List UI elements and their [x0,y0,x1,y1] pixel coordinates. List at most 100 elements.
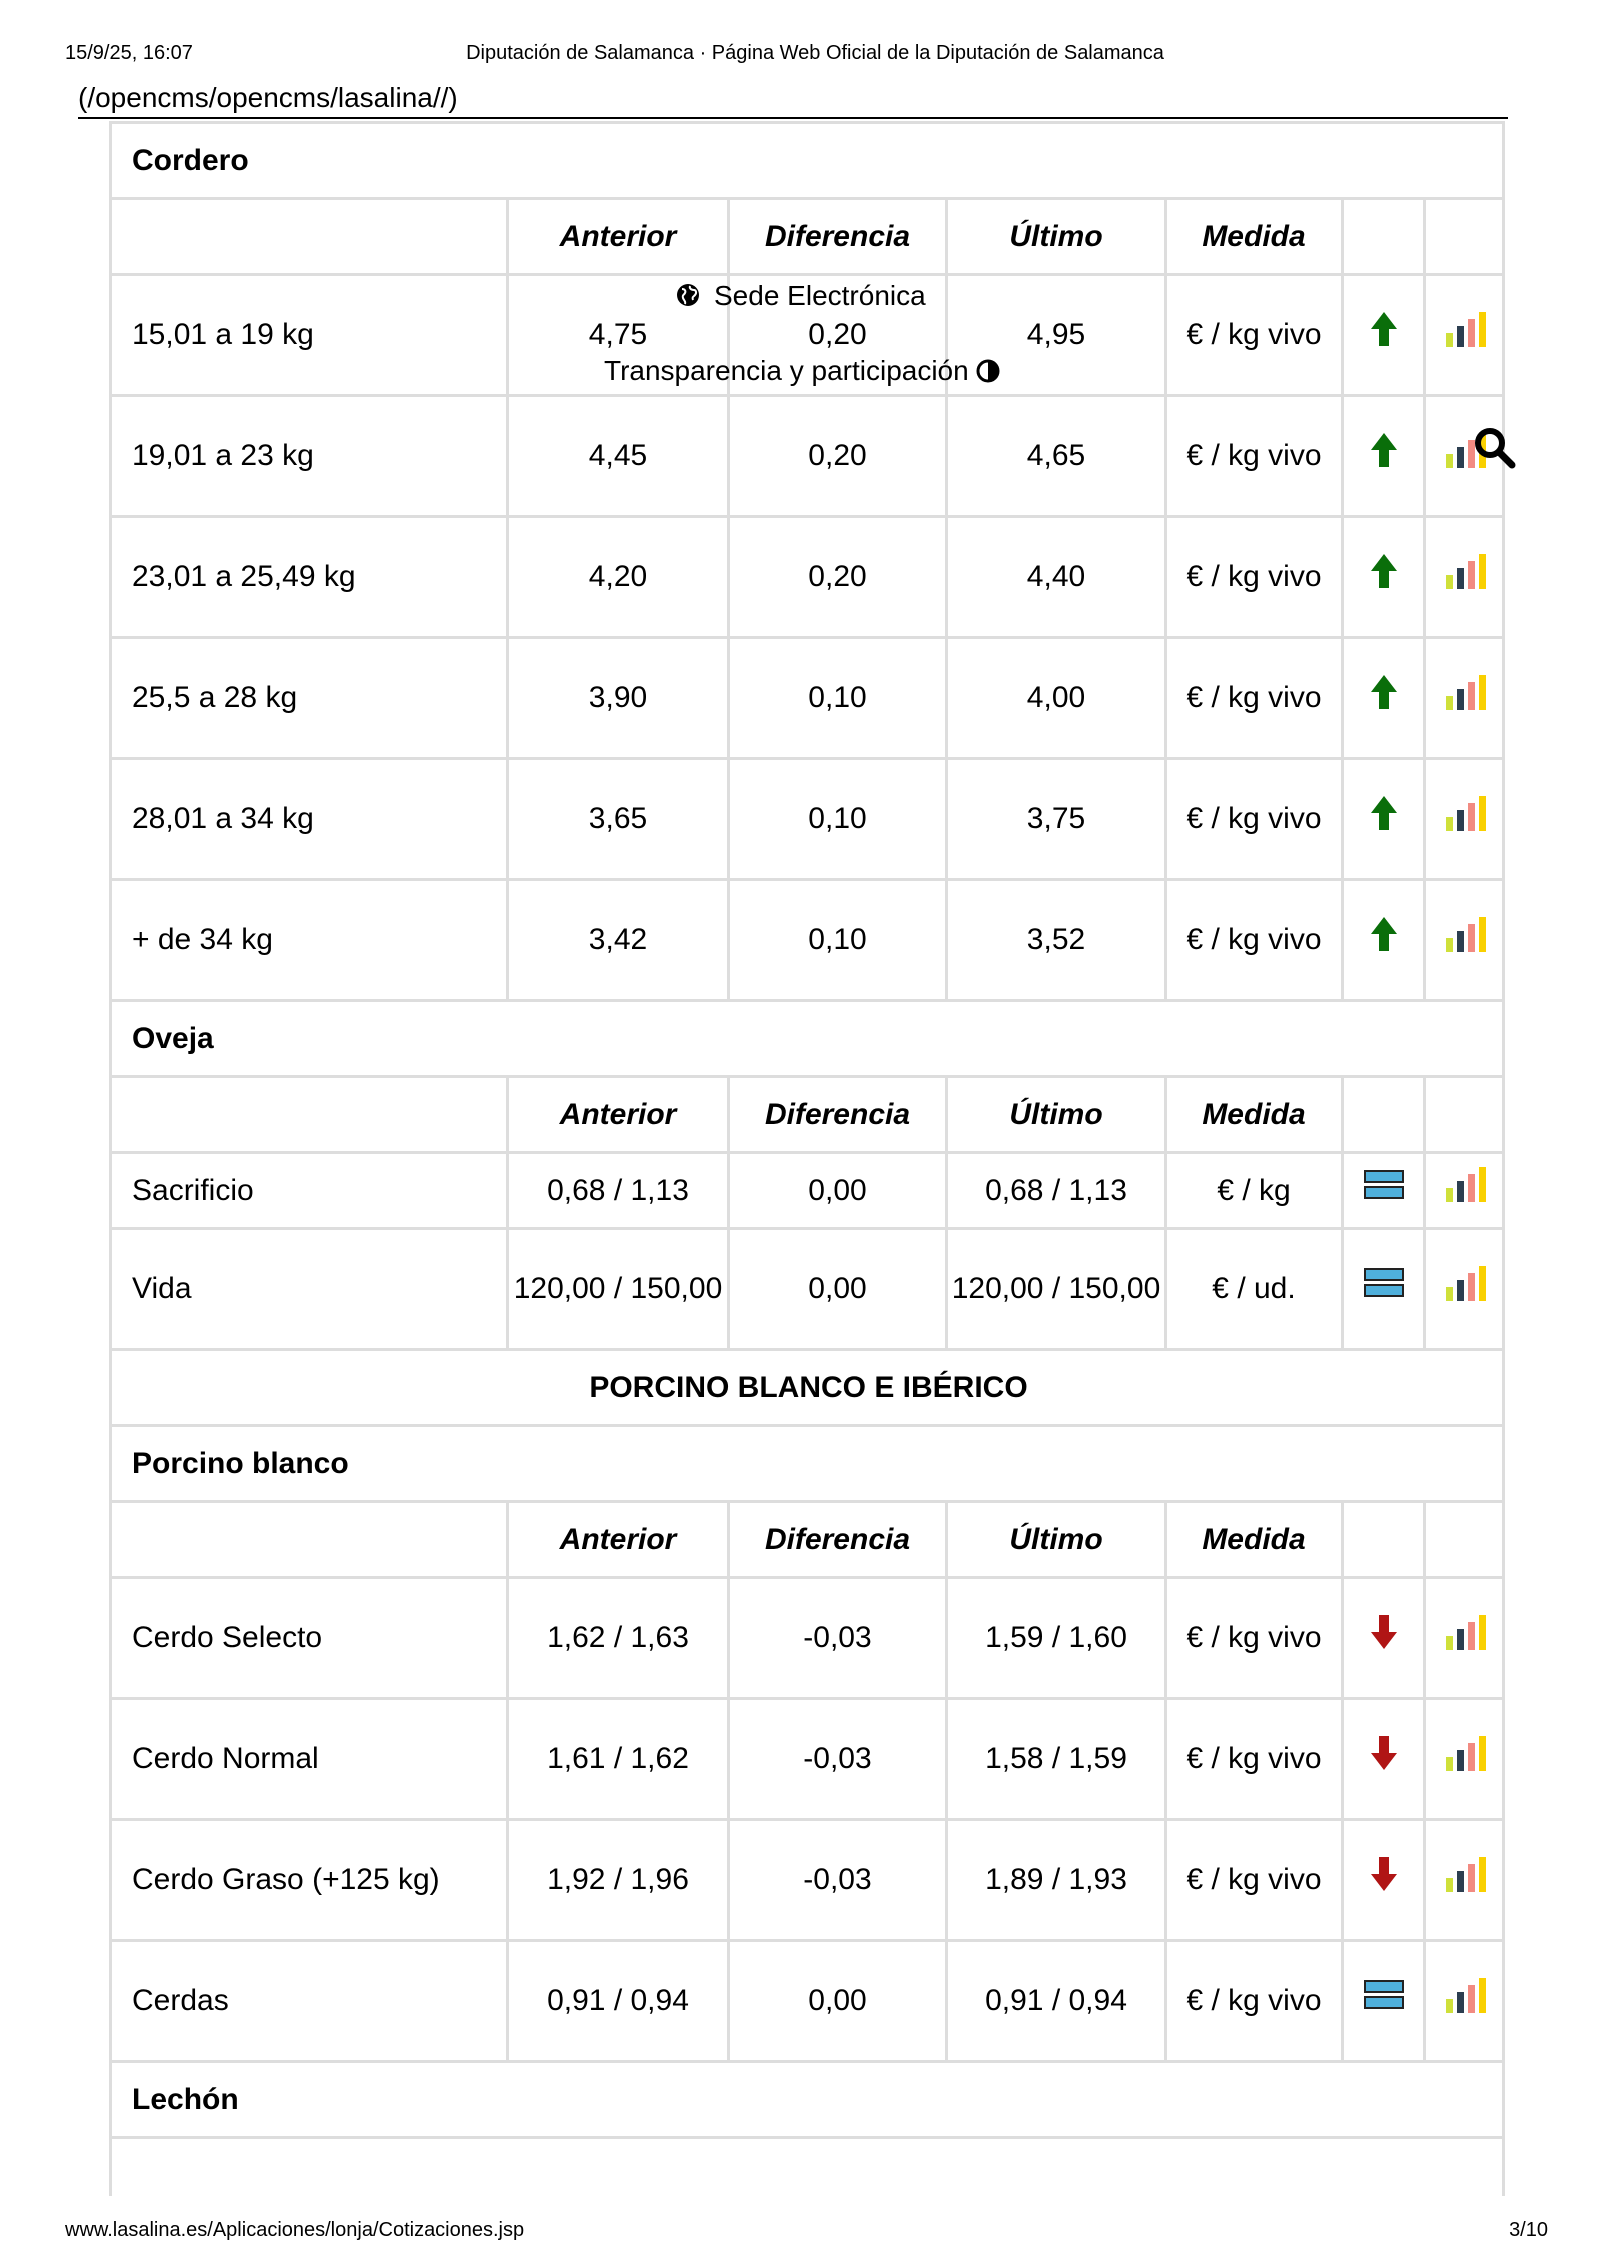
section-title: Porcino blanco [112,1424,1502,1503]
header-row: Anterior Diferencia Último Medida [112,197,1502,276]
chart-cell[interactable] [1422,878,1502,1002]
header-chart [1422,1500,1502,1579]
anterior-value: 3,42 [506,878,730,1002]
search-icon[interactable] [1472,425,1518,471]
anterior-value: 4,20 [506,515,730,639]
medida-value: € / kg vivo [1164,636,1344,760]
row-label: 19,01 a 23 kg [112,394,509,518]
header-trend [1341,1075,1426,1154]
row-label: Sacrificio [112,1151,509,1230]
chart-icon[interactable] [1445,1265,1487,1301]
page-number: 3/10 [1509,2219,1548,2241]
header-trend [1341,197,1426,276]
trend-cell [1341,273,1426,397]
chart-cell[interactable] [1422,1939,1502,2063]
anterior-value: 0,68 / 1,13 [506,1151,730,1230]
row-label: Cerdo Normal [112,1697,509,1821]
chart-icon[interactable] [1445,1977,1487,2013]
ultimo-value: 0,68 / 1,13 [945,1151,1167,1230]
contrast-icon[interactable] [976,359,1000,383]
trend-cell [1341,1151,1426,1230]
trend-cell [1341,1697,1426,1821]
header-blank [112,1075,509,1154]
trend-cell [1341,1227,1426,1351]
anterior-value: 1,62 / 1,63 [506,1576,730,1700]
chart-icon[interactable] [1445,795,1487,831]
chart-cell[interactable] [1422,636,1502,760]
trend-up-icon [1370,553,1397,588]
table-row: 25,5 a 28 kg 3,90 0,10 4,00 € / kg vivo [112,636,1502,760]
trend-cell [1341,636,1426,760]
chart-cell[interactable] [1422,1697,1502,1821]
globe-icon [677,284,699,306]
medida-value: € / kg vivo [1164,273,1344,397]
chart-icon[interactable] [1445,674,1487,710]
transparencia-label: Transparencia y participación [604,355,969,386]
sede-electronica-link[interactable]: Sede Electrónica [676,280,926,312]
category-title: PORCINO BLANCO E IBÉRICO [112,1348,1502,1427]
diferencia-value: 0,00 [727,1939,948,2063]
trend-up-icon [1370,311,1397,346]
chart-cell[interactable] [1422,1227,1502,1351]
chart-cell[interactable] [1422,1576,1502,1700]
section-row: Oveja [112,999,1502,1078]
row-label: Cerdo Selecto [112,1576,509,1700]
section-title: Lechón [112,2060,1502,2139]
home-link[interactable]: (/opencms/opencms/lasalina//) [78,82,458,113]
row-label: 15,01 a 19 kg [112,273,509,397]
header-diferencia: Diferencia [727,1500,948,1579]
medida-value: € / kg vivo [1164,1818,1344,1942]
trend-up-icon [1370,916,1397,951]
medida-value: € / kg vivo [1164,1576,1344,1700]
row-label: Vida [112,1227,509,1351]
chart-icon[interactable] [1445,1166,1487,1202]
chart-icon[interactable] [1445,1614,1487,1650]
section-row: Cordero [112,121,1502,200]
section-title: Cordero [112,121,1502,200]
chart-icon[interactable] [1445,1856,1487,1892]
chart-cell[interactable] [1422,1151,1502,1230]
ultimo-value: 4,95 [945,273,1167,397]
transparencia-link[interactable]: Transparencia y participación [604,355,1000,387]
row-label: 23,01 a 25,49 kg [112,515,509,639]
ultimo-value: 1,59 / 1,60 [945,1576,1167,1700]
medida-value: € / kg vivo [1164,1697,1344,1821]
header-anterior: Anterior [506,1500,730,1579]
chart-cell[interactable] [1422,1818,1502,1942]
diferencia-value: 0,00 [727,1227,948,1351]
header-blank [112,197,509,276]
chart-icon[interactable] [1445,1735,1487,1771]
trend-cell [1341,1939,1426,2063]
chart-icon[interactable] [1445,311,1487,347]
trend-up-icon [1370,432,1397,467]
ultimo-value: 1,89 / 1,93 [945,1818,1167,1942]
anterior-value: 1,61 / 1,62 [506,1697,730,1821]
chart-cell[interactable] [1422,273,1502,397]
table-row: 23,01 a 25,49 kg 4,20 0,20 4,40 € / kg vivo [112,515,1502,639]
diferencia-value: -0,03 [727,1697,948,1821]
ultimo-value: 3,52 [945,878,1167,1002]
chart-icon[interactable] [1445,553,1487,589]
print-title: Diputación de Salamanca · Página Web Ofi… [466,42,1164,64]
chart-cell[interactable] [1422,515,1502,639]
section-title: Oveja [112,999,1502,1078]
diferencia-value: 0,10 [727,878,948,1002]
table-row: 19,01 a 23 kg 4,45 0,20 4,65 € / kg vivo [112,394,1502,518]
table-row: Cerdo Selecto 1,62 / 1,63 -0,03 1,59 / 1,60… [112,1576,1502,1700]
divider [78,117,1508,119]
chart-cell[interactable] [1422,757,1502,881]
ultimo-value: 3,75 [945,757,1167,881]
trend-up-icon [1370,674,1397,709]
diferencia-value: 0,20 [727,394,948,518]
ultimo-value: 4,40 [945,515,1167,639]
table-row: Cerdo Graso (+125 kg) 1,92 / 1,96 -0,03 1,8… [112,1818,1502,1942]
header-anterior: Anterior [506,197,730,276]
chart-icon[interactable] [1445,916,1487,952]
trend-equal-icon [1363,1980,1404,2009]
trend-down-icon [1370,1614,1397,1649]
footer-url: www.lasalina.es/Aplicaciones/lonja/Cotiz… [65,2219,525,2241]
ultimo-value: 4,65 [945,394,1167,518]
row-label: 28,01 a 34 kg [112,757,509,881]
header-trend [1341,1500,1426,1579]
anterior-value: 4,45 [506,394,730,518]
